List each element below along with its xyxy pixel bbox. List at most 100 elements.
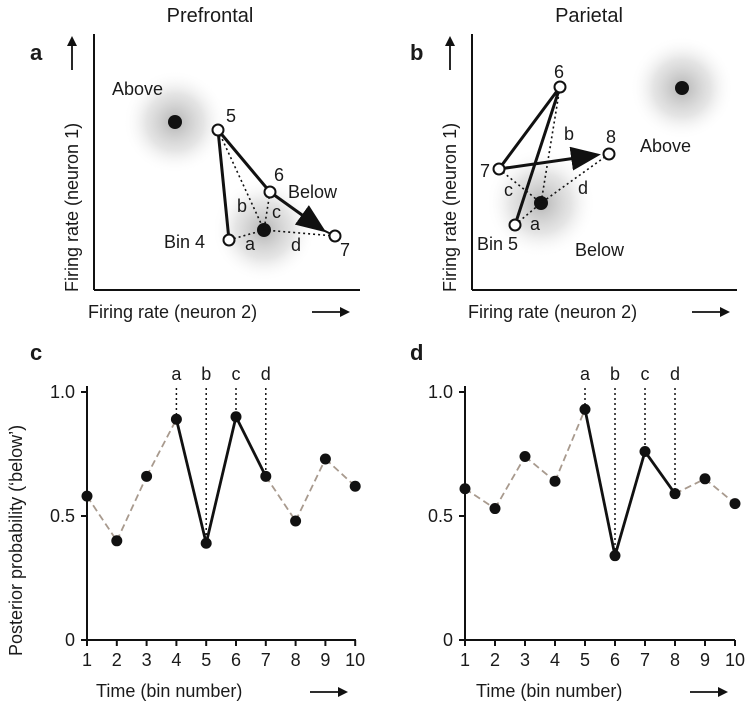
data-point	[200, 537, 212, 549]
bin-label: Bin 4	[164, 232, 205, 252]
x-tick-label: 5	[201, 650, 211, 670]
x-tick-label: 3	[520, 650, 530, 670]
panel-c: c Posterior probability (‘below’) Time (…	[6, 340, 365, 701]
data-point	[579, 403, 591, 415]
y-tick-label: 1.0	[50, 382, 75, 402]
x-tick-label: 7	[261, 650, 271, 670]
data-point	[260, 470, 272, 482]
event-marker-label: b	[201, 364, 211, 384]
x-axis-label-d: Time (bin number)	[476, 681, 622, 701]
bin-label: 5	[226, 106, 236, 126]
bin-point	[222, 233, 236, 247]
x-tick-label: 2	[490, 650, 500, 670]
x-tick-label: 4	[550, 650, 560, 670]
panel-letter-d: d	[410, 340, 423, 365]
y-tick-label: 0.5	[50, 506, 75, 526]
panel-b: b Firing rate (neuron 1) Firing rate (ne…	[410, 34, 737, 322]
event-marker-label: d	[261, 364, 271, 384]
x-tick-label: 6	[610, 650, 620, 670]
bin-label: 6	[274, 165, 284, 185]
data-point	[669, 488, 681, 500]
series-segment	[554, 409, 586, 482]
x-tick-label: 3	[142, 650, 152, 670]
bin-point	[553, 80, 567, 94]
data-point	[609, 550, 621, 562]
title-prefrontal: Prefrontal	[167, 5, 254, 27]
distance-line-c	[498, 168, 542, 204]
bin-point	[508, 218, 522, 232]
bin-point	[328, 229, 342, 243]
x-tick-label: 4	[171, 650, 181, 670]
distance-line-d	[540, 153, 610, 204]
series-segment	[674, 477, 706, 495]
bin-point	[492, 162, 506, 176]
data-point	[170, 413, 182, 425]
series-segment-highlight	[234, 416, 268, 477]
series-segment-highlight	[204, 416, 238, 544]
series-segment-highlight	[583, 409, 617, 556]
y-axis-label-c: Posterior probability (‘below’)	[6, 425, 26, 656]
x-tick-label: 9	[320, 650, 330, 670]
y-axis-label-a: Firing rate (neuron 1)	[62, 123, 82, 292]
x-tick-label: 10	[345, 650, 365, 670]
data-point	[349, 480, 361, 492]
segment-label: b	[237, 196, 247, 216]
event-marker-label: a	[580, 364, 591, 384]
y-tick-label: 1.0	[428, 382, 453, 402]
series-segment	[524, 455, 556, 482]
bin-point	[602, 147, 616, 161]
segment-label: a	[245, 234, 256, 254]
trajectory	[497, 85, 601, 226]
data-point	[549, 475, 561, 487]
segment-label: c	[504, 180, 513, 200]
data-point	[489, 503, 501, 515]
above-label: Above	[640, 136, 691, 156]
event-marker-label: d	[670, 364, 680, 384]
data-point	[319, 453, 331, 465]
data-point	[81, 490, 93, 502]
data-point	[729, 498, 741, 510]
y-axis-label-b: Firing rate (neuron 1)	[440, 123, 460, 292]
above-label: Above	[112, 79, 163, 99]
x-tick-label: 10	[725, 650, 745, 670]
bin-label: 6	[554, 62, 564, 82]
series-segment	[115, 475, 148, 542]
panel-letter-c: c	[30, 340, 42, 365]
data-point	[111, 535, 123, 547]
data-point	[639, 446, 651, 458]
below-label: Below	[575, 240, 625, 260]
data-point	[230, 411, 242, 423]
series-segment	[145, 418, 178, 477]
x-tick-label: 1	[460, 650, 470, 670]
x-tick-label: 1	[82, 650, 92, 670]
bin-label: 7	[480, 161, 490, 181]
series-segment-highlight	[175, 418, 208, 544]
data-point	[141, 470, 153, 482]
segment-label: c	[272, 202, 281, 222]
line-chart-d: 0 0.5 1.0 1 2 3 4 5 6 7 8 9 10 a b c d	[428, 364, 745, 670]
bin-label: 7	[340, 240, 350, 260]
series-segment-highlight	[643, 450, 677, 495]
series-segment-highlight	[613, 451, 647, 557]
panel-a: a Firing rate (neuron 1) Firing rate (ne…	[30, 34, 360, 322]
data-point	[290, 515, 302, 527]
y-tick-label: 0	[443, 630, 453, 650]
below-centroid	[534, 196, 548, 210]
above-centroid	[168, 115, 182, 129]
x-axis-label-c: Time (bin number)	[96, 681, 242, 701]
event-marker-label: c	[641, 364, 650, 384]
segment-label: b	[564, 124, 574, 144]
series-segment	[704, 478, 736, 505]
bin-label: 8	[606, 127, 616, 147]
event-marker-label: a	[171, 364, 182, 384]
panel-d: d Time (bin number) 0 0.5 1.0 1 2 3 4 5 6 7 8 9 10 a b…	[410, 340, 745, 701]
x-tick-label: 7	[640, 650, 650, 670]
series-segment	[464, 487, 496, 510]
distance-line-d	[263, 229, 336, 237]
x-axis-label-a: Firing rate (neuron 2)	[88, 302, 257, 322]
event-marker-label: b	[610, 364, 620, 384]
segment-label: a	[530, 214, 541, 234]
segment-label: d	[578, 178, 588, 198]
panel-letter-a: a	[30, 40, 43, 65]
